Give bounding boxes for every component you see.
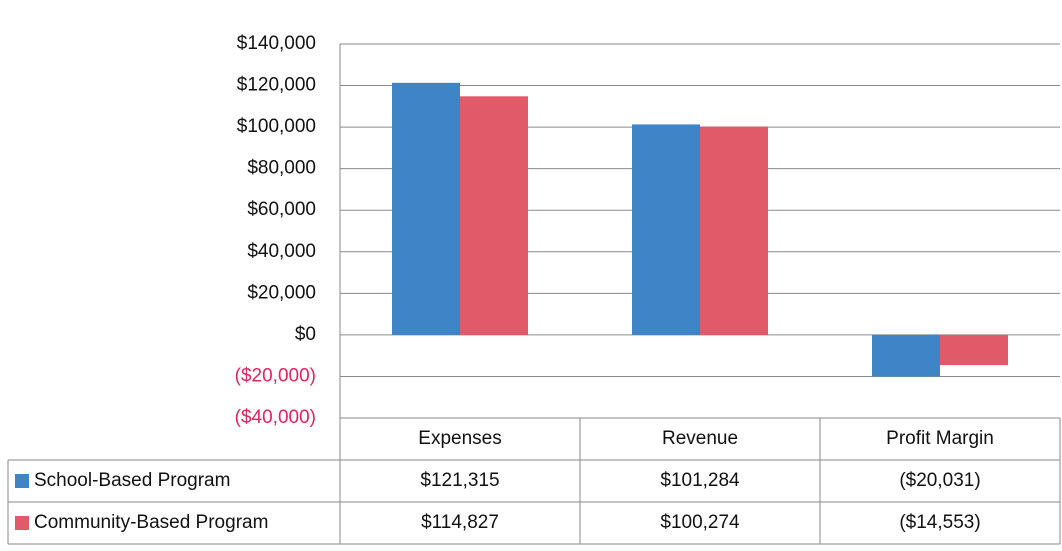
legend-label: Community-Based Program [34,512,268,533]
bar [392,82,460,335]
legend-key [15,474,29,488]
y-tick-label: $140,000 [237,33,316,54]
y-tick-label: ($20,000) [235,365,316,386]
table-cell: $114,827 [421,512,499,533]
bar [940,334,1008,366]
bar [872,334,940,377]
y-tick-label: $60,000 [247,199,316,220]
table-cell: $121,315 [420,470,499,491]
y-tick-label: $20,000 [247,282,316,303]
bar [700,126,768,335]
y-tick-label: ($40,000) [235,407,316,428]
y-tick-label: $120,000 [237,75,316,96]
table-header: Revenue [662,428,738,449]
table-header: Profit Margin [886,428,994,449]
bar [632,124,700,335]
legend-key [15,516,29,530]
bar [460,96,528,335]
table-cell: ($20,031) [899,470,980,491]
y-tick-label: $80,000 [247,158,316,179]
table-cell: $101,284 [660,470,740,491]
y-tick-label: $40,000 [247,241,316,262]
table-cell: ($14,553) [899,512,980,533]
legend-label: School-Based Program [34,470,230,491]
y-tick-label: $0 [295,324,316,345]
y-tick-label: $100,000 [237,116,316,137]
table-header: Expenses [418,428,501,449]
table-cell: $100,274 [660,512,740,533]
